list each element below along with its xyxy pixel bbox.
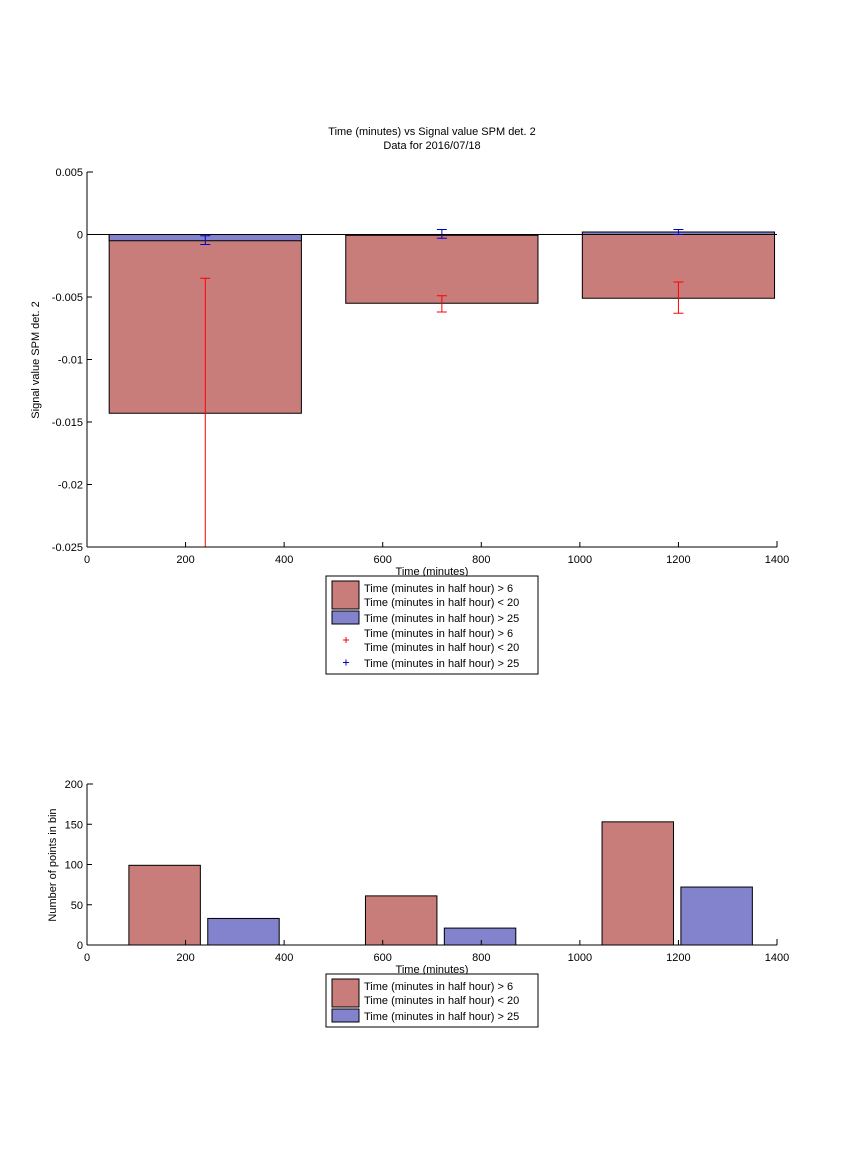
x-axis-label: Time (minutes) — [396, 964, 469, 976]
y-tick-label: 150 — [65, 819, 83, 831]
x-tick-label: 1400 — [765, 952, 789, 964]
legend-swatch — [331, 610, 360, 625]
x-tick-label: 800 — [472, 554, 490, 566]
count-chart: 0 200 400 600 800 1000 1200 1400 200 150 100 50 0 Ti… — [47, 779, 790, 1028]
signal-chart: Time (minutes) vs Signal value SPM det. … — [30, 126, 789, 675]
x-tick-label: 0 — [84, 952, 90, 964]
x-tick-label: 400 — [275, 952, 293, 964]
x-tick-label: 600 — [374, 554, 392, 566]
legend-box — [325, 973, 539, 1028]
bar — [345, 234, 539, 304]
axes: 0 200 400 600 800 1000 1200 1400 0.005 0 -0.005 -0.… — [52, 167, 789, 566]
legend-swatch — [331, 1008, 360, 1023]
chart-title: Time (minutes) vs Signal value SPM det. … — [328, 126, 535, 138]
axes: 0 200 400 600 800 1000 1200 1400 200 150 100 50 0 — [65, 779, 790, 964]
legend-swatch — [331, 580, 360, 610]
legend-label: Time (minutes in half hour) > 6 — [364, 583, 513, 595]
y-tick-label: 0.005 — [55, 167, 83, 179]
legend-label: Time (minutes in half hour) > 25 — [364, 658, 519, 670]
y-tick-label: 200 — [65, 779, 83, 791]
x-tick-label: 1000 — [568, 952, 592, 964]
bar — [443, 927, 517, 946]
x-tick-label: 1200 — [666, 554, 690, 566]
y-tick-label: -0.025 — [52, 542, 83, 554]
legend-label: Time (minutes in half hour) < 20 — [364, 597, 519, 609]
bar — [680, 886, 753, 946]
x-tick-label: 1400 — [765, 554, 789, 566]
y-tick-label: -0.02 — [58, 480, 83, 492]
bar — [364, 895, 438, 946]
legend: Time (minutes in half hour) > 6 Time (min… — [325, 973, 539, 1028]
y-tick-label: 0 — [77, 940, 83, 952]
legend-label: Time (minutes in half hour) > 6 — [364, 628, 513, 640]
y-tick-label: -0.01 — [58, 355, 83, 367]
x-tick-label: 1000 — [568, 554, 592, 566]
y-axis-label: Number of points in bin — [47, 808, 59, 921]
legend-label: Time (minutes in half hour) > 25 — [364, 613, 519, 625]
legend: Time (minutes in half hour) > 6 Time (min… — [325, 575, 539, 675]
y-tick-label: 0 — [77, 230, 83, 242]
bar — [207, 917, 280, 946]
legend-label: Time (minutes in half hour) > 6 — [364, 981, 513, 993]
x-axis-label: Time (minutes) — [396, 566, 469, 578]
bar-group — [87, 231, 777, 414]
y-axis-label: Signal value SPM det. 2 — [30, 301, 42, 418]
x-tick-label: 400 — [275, 554, 293, 566]
x-tick-label: 200 — [176, 554, 194, 566]
bar — [128, 864, 201, 946]
bar — [601, 821, 674, 946]
x-tick-label: 600 — [374, 952, 392, 964]
y-tick-label: -0.005 — [52, 292, 83, 304]
y-tick-label: 50 — [71, 900, 83, 912]
y-tick-label: 100 — [65, 860, 83, 872]
legend-swatch — [331, 978, 360, 1008]
chart-subtitle: Data for 2016/07/18 — [383, 140, 480, 152]
error-bar-group — [200, 229, 684, 548]
x-tick-label: 0 — [84, 554, 90, 566]
legend-label: Time (minutes in half hour) < 20 — [364, 995, 519, 1007]
legend-label: Time (minutes in half hour) > 25 — [364, 1011, 519, 1023]
x-tick-label: 800 — [472, 952, 490, 964]
y-tick-label: -0.015 — [52, 417, 83, 429]
x-tick-label: 200 — [176, 952, 194, 964]
x-tick-label: 1200 — [666, 952, 690, 964]
legend-box — [325, 575, 539, 675]
legend-label: Time (minutes in half hour) < 20 — [364, 642, 519, 654]
bar-group — [128, 821, 753, 946]
